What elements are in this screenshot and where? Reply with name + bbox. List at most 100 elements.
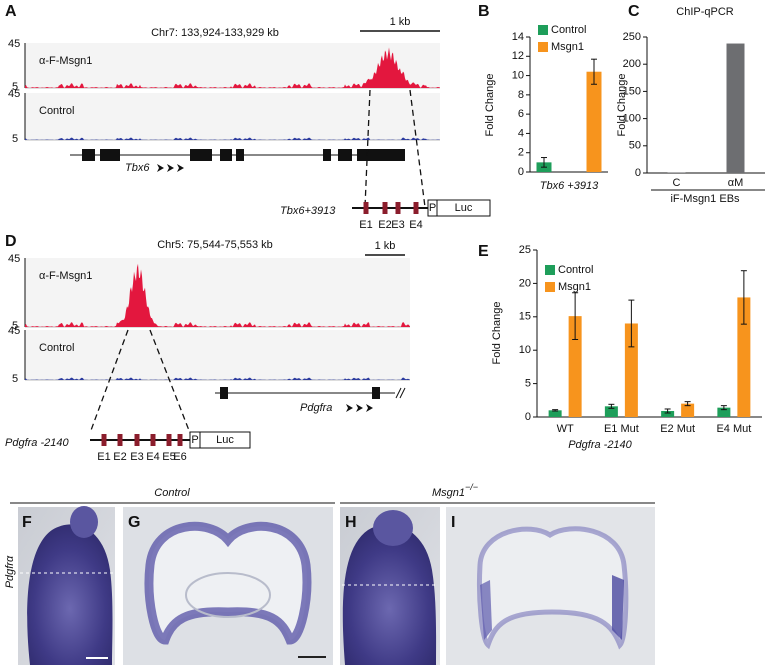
panel-label: H <box>345 514 357 531</box>
bar <box>726 43 745 173</box>
x-tick-label: E4 Mut <box>716 423 751 435</box>
panel-label: A <box>5 3 17 20</box>
element-label: E1 <box>97 451 110 463</box>
legend-swatch <box>538 25 548 35</box>
y-axis-label: Fold Change <box>616 74 628 137</box>
error-bar <box>720 405 727 411</box>
element-box <box>413 202 419 214</box>
coverage <box>25 377 410 380</box>
reporter-box <box>199 431 251 449</box>
bar <box>568 316 582 417</box>
bar <box>548 410 562 417</box>
y-tick-label: 10 <box>512 69 524 81</box>
error-bar <box>572 292 579 341</box>
element-box <box>177 434 183 446</box>
element-label: E4 <box>409 219 422 231</box>
x-tick-label: WT <box>557 423 574 435</box>
y-tick-label: 2 <box>518 147 524 159</box>
bar <box>586 71 602 172</box>
track-max: 45 <box>8 325 20 337</box>
scale-bar-label: 1 kb <box>375 240 396 252</box>
legend-swatch <box>545 265 555 275</box>
element-label: E4 <box>146 451 159 463</box>
gene-name: Pdgfra <box>300 402 332 414</box>
direction-arrow <box>366 404 373 412</box>
panel-label: B <box>478 3 490 20</box>
reporter-label: Luc <box>455 202 473 214</box>
element-box <box>166 434 172 446</box>
y-tick-label: 4 <box>518 127 524 139</box>
legend-label: Msgn1 <box>558 281 591 293</box>
element-box <box>395 202 401 214</box>
y-tick-label: 0 <box>525 411 531 423</box>
exon <box>375 149 405 161</box>
legend-swatch <box>538 42 548 52</box>
element-label: E5 <box>162 451 175 463</box>
axis-break <box>395 387 406 399</box>
element-label: E3 <box>391 219 404 231</box>
y-tick-label: 200 <box>623 58 641 70</box>
track-max: 45 <box>8 88 20 100</box>
panel-label: I <box>451 514 455 531</box>
x-tick-label: Tbx6 +3913 <box>540 180 599 192</box>
error-bar <box>608 403 615 409</box>
promoter-label: P <box>429 202 436 214</box>
panel-label: E <box>478 243 489 260</box>
genotype: Msgn1 <box>432 487 465 499</box>
image-h <box>340 507 440 665</box>
track-min: 5 <box>12 81 18 93</box>
track-min: 5 <box>12 133 18 145</box>
y-tick-label: 50 <box>629 140 641 152</box>
exon <box>190 149 212 161</box>
chart-title: ChIP-qPCR <box>676 6 734 18</box>
track-bg <box>25 93 440 140</box>
region-label: Chr7: 133,924-133,929 kb <box>151 27 279 39</box>
image-f <box>18 506 115 665</box>
bar <box>737 297 751 417</box>
region-label: Chr5: 75,544-75,553 kb <box>157 239 273 251</box>
direction-arrow <box>167 164 174 172</box>
error-bar <box>591 58 597 85</box>
legend-label: Control <box>558 264 593 276</box>
error-bar <box>664 408 671 414</box>
coverage <box>25 137 440 140</box>
bar <box>717 407 731 417</box>
element-label: E1 <box>359 219 372 231</box>
element-label: E2 <box>378 219 391 231</box>
element-label: E6 <box>173 451 186 463</box>
direction-arrow <box>177 164 184 172</box>
track-bg <box>25 258 410 327</box>
y-tick-label: 150 <box>623 85 641 97</box>
reporter-box <box>436 199 491 217</box>
y-tick-label: 25 <box>519 244 531 256</box>
line <box>89 329 129 434</box>
bar <box>667 172 686 173</box>
x-tick-label: E1 Mut <box>604 423 639 435</box>
x-axis-label: Pdgfra -2140 <box>568 439 632 451</box>
element-box <box>134 434 140 446</box>
exon <box>220 387 228 399</box>
track-name: Control <box>39 105 74 117</box>
legend-swatch <box>545 282 555 292</box>
panel-label: F <box>22 514 32 531</box>
gene-label: Pdgfrα <box>4 555 16 588</box>
track-name: α-F-Msgn1 <box>39 55 92 67</box>
exon <box>236 149 244 161</box>
promoter-label: P <box>191 434 198 446</box>
group-label: Control <box>154 487 190 499</box>
element-label: E2 <box>113 451 126 463</box>
direction-arrow <box>157 164 164 172</box>
panel-label: C <box>628 3 640 20</box>
line <box>149 329 191 434</box>
gene-name: Tbx6 <box>125 162 150 174</box>
error-bar <box>541 157 547 168</box>
y-tick-label: 0 <box>518 166 524 178</box>
direction-arrow <box>346 404 353 412</box>
track-name: Control <box>39 342 74 354</box>
element-box <box>363 202 369 214</box>
error-bar <box>552 409 559 412</box>
exon <box>323 149 331 161</box>
legend-label: Msgn1 <box>551 41 584 53</box>
exon <box>338 149 352 161</box>
